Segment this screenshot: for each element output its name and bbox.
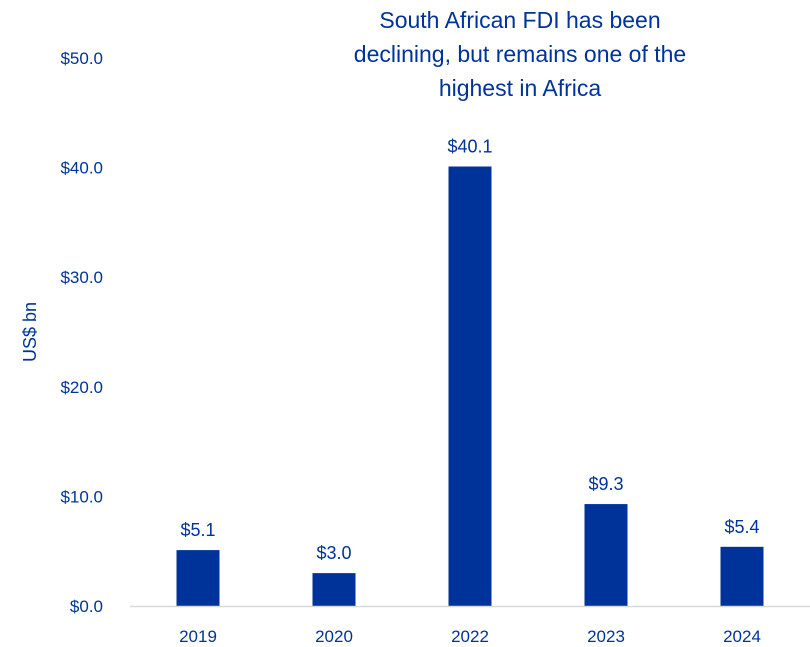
x-tick-label-2024: 2024 <box>723 627 761 646</box>
data-label-2024: $5.4 <box>724 517 759 537</box>
data-label-2020: $3.0 <box>316 543 351 563</box>
bar-2019 <box>176 550 220 606</box>
data-label-2022: $40.1 <box>447 137 492 157</box>
chart-title-line-2: declining, but remains one of the <box>354 41 686 67</box>
y-axis-label: US$ bn <box>20 302 40 362</box>
x-tick-label-2019: 2019 <box>179 627 217 646</box>
y-tick-label: $20.0 <box>60 378 103 397</box>
bar-2024 <box>720 546 764 606</box>
x-tick-label-2020: 2020 <box>315 627 353 646</box>
data-label-2019: $5.1 <box>180 520 215 540</box>
bar-2023 <box>584 504 628 606</box>
y-axis-ticks: $0.0 $10.0 $20.0 $30.0 $40.0 $50.0 <box>60 49 103 616</box>
data-label-2023: $9.3 <box>588 474 623 494</box>
x-tick-label-2022: 2022 <box>451 627 489 646</box>
x-axis-ticks: 2019 2020 2022 2023 2024 <box>179 627 761 646</box>
x-tick-label-2023: 2023 <box>587 627 625 646</box>
bars <box>176 166 764 606</box>
y-tick-label: $0.0 <box>70 597 103 616</box>
bar-2022 <box>448 166 492 606</box>
y-tick-label: $10.0 <box>60 487 103 506</box>
chart-title-line-3: highest in Africa <box>439 75 602 101</box>
bar-2020 <box>312 573 356 606</box>
y-tick-label: $30.0 <box>60 268 103 287</box>
chart-title-line-1: South African FDI has been <box>379 7 660 33</box>
y-tick-label: $40.0 <box>60 159 103 178</box>
y-tick-label: $50.0 <box>60 49 103 68</box>
data-labels: $5.1 $3.0 $40.1 $9.3 $5.4 <box>180 137 759 564</box>
